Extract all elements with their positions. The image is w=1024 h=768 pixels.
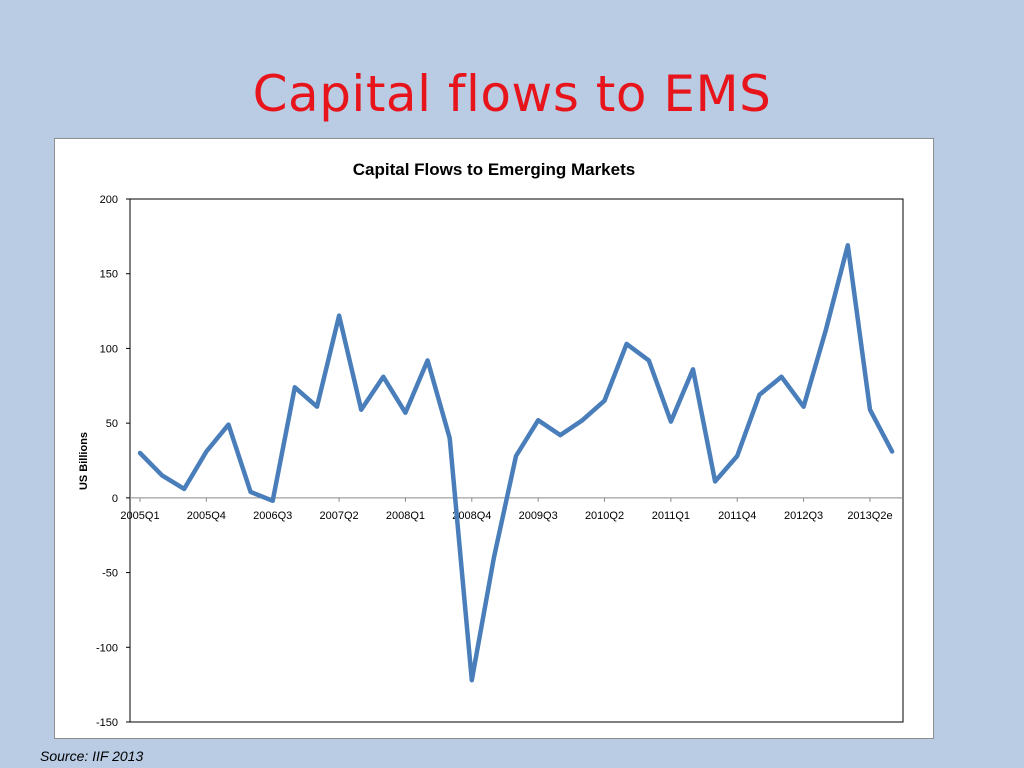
y-tick-label: -150 bbox=[96, 717, 118, 729]
line-chart: Capital Flows to Emerging Markets US Bil… bbox=[78, 160, 904, 729]
x-tick-label: 2005Q4 bbox=[187, 510, 226, 522]
x-tick-label: 2011Q1 bbox=[652, 510, 690, 522]
chart-frame: Capital Flows to Emerging Markets US Bil… bbox=[54, 138, 934, 739]
chart-title: Capital Flows to Emerging Markets bbox=[353, 160, 635, 179]
y-tick-label: -50 bbox=[102, 568, 118, 580]
y-tick-label: 100 bbox=[100, 343, 118, 355]
series-line bbox=[137, 243, 895, 683]
y-axis-ticks: 200 150 100 50 0 -50 -100 -150 bbox=[96, 194, 130, 729]
x-tick-label: 2010Q2 bbox=[585, 510, 624, 522]
x-tick-label: 2007Q2 bbox=[320, 510, 359, 522]
y-tick-label: 50 bbox=[106, 418, 118, 430]
y-axis-label: US Billions bbox=[78, 432, 90, 490]
y-tick-label: 0 bbox=[112, 493, 118, 505]
x-tick-label: 2009Q3 bbox=[519, 510, 558, 522]
x-tick-label: 2012Q3 bbox=[784, 510, 823, 522]
x-tick-label: 2011Q4 bbox=[718, 510, 756, 522]
x-tick-label: 2013Q2e bbox=[847, 510, 892, 522]
y-tick-label: 150 bbox=[100, 269, 118, 281]
x-tick-label: 2008Q4 bbox=[452, 510, 491, 522]
x-axis-ticks: 2005Q1 2005Q4 2006Q3 2007Q2 2008Q1 2008Q4 2009… bbox=[120, 497, 893, 522]
y-tick-label: -100 bbox=[96, 642, 118, 654]
source-note: Source: IIF 2013 bbox=[40, 748, 144, 764]
slide-title: Capital flows to EMS bbox=[252, 65, 772, 123]
y-tick-label: 200 bbox=[100, 194, 118, 206]
x-tick-label: 2008Q1 bbox=[386, 510, 425, 522]
x-tick-label: 2006Q3 bbox=[253, 510, 292, 522]
x-tick-label: 2005Q1 bbox=[120, 510, 159, 522]
